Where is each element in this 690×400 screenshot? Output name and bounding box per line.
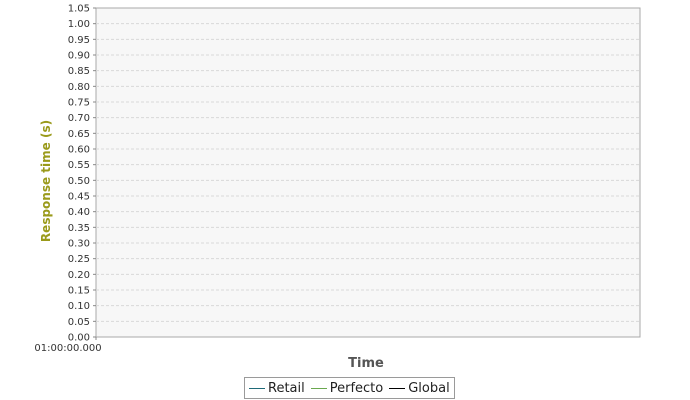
legend-swatch-global [389, 387, 406, 389]
y-tick-label: 0.90 [68, 51, 90, 62]
legend: Retail Perfecto Global [244, 377, 455, 399]
y-tick-label: 0.25 [68, 254, 90, 265]
y-axis-label: Response time (s) [39, 120, 53, 242]
y-tick-label: 0.10 [68, 301, 90, 312]
y-tick-label: 0.35 [68, 223, 90, 234]
y-tick-label: 0.80 [68, 82, 90, 93]
y-tick-label: 0.40 [68, 207, 90, 218]
legend-label-retail: Retail [268, 380, 305, 396]
y-axis-ticks: 0.00 0.05 0.10 0.15 0.20 0.25 0.30 0.35 0.40 0.45… [68, 4, 96, 344]
x-axis-ticks: 01:00:00.000 [34, 337, 102, 354]
y-tick-label: 0.65 [68, 129, 90, 140]
legend-swatch-perfecto [310, 387, 327, 389]
legend-item-global: Global [387, 380, 450, 396]
legend-swatch-retail [249, 387, 265, 389]
y-tick-label: 1.05 [68, 4, 90, 15]
legend-item-retail: Retail [247, 381, 305, 396]
y-tick-label: 0.15 [68, 286, 90, 297]
legend-item-perfecto: Perfecto [309, 380, 384, 396]
x-axis-label: Time [348, 356, 384, 371]
y-tick-label: 0.05 [68, 317, 90, 328]
y-tick-label: 0.60 [68, 145, 90, 156]
legend-label-perfecto: Perfecto [329, 380, 384, 396]
x-tick-label: 01:00:00.000 [34, 343, 101, 354]
legend-label-global: Global [408, 380, 450, 396]
y-tick-label: 0.50 [68, 176, 90, 187]
y-tick-label: 1.00 [68, 19, 90, 30]
y-tick-label: 0.95 [68, 35, 90, 46]
y-tick-label: 0.00 [68, 333, 90, 344]
y-tick-label: 0.85 [68, 66, 90, 77]
y-tick-label: 0.70 [68, 113, 90, 124]
y-tick-label: 0.55 [68, 160, 90, 171]
plot-area [95, 7, 641, 338]
y-tick-label: 0.30 [68, 239, 90, 250]
gridlines [96, 23, 640, 322]
y-tick-label: 0.20 [68, 270, 90, 281]
y-tick-label: 0.75 [68, 98, 90, 109]
y-tick-label: 0.45 [68, 192, 90, 203]
